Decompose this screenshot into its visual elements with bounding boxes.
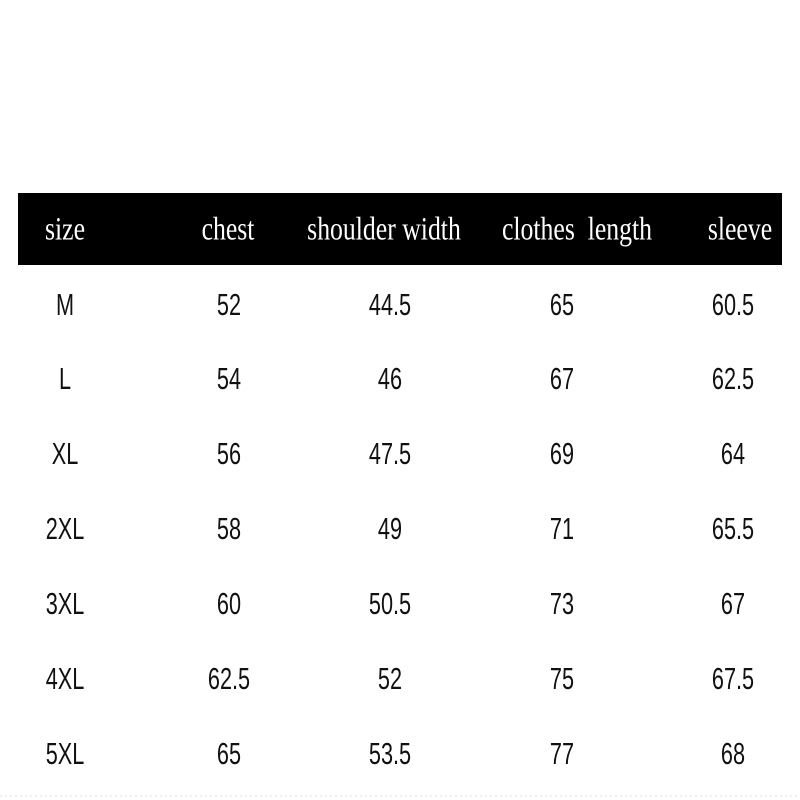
- header-cell: clothes length: [502, 212, 652, 248]
- size-label: M: [56, 287, 74, 322]
- header-cell: shoulder width: [307, 212, 461, 248]
- size-label: 3XL: [46, 586, 85, 621]
- measurement: 71: [550, 511, 574, 546]
- size-label: 4XL: [46, 661, 85, 696]
- measurement: 60.5: [712, 287, 754, 322]
- measurement: 50.5: [369, 586, 411, 621]
- header-cell: sleeve: [708, 212, 772, 248]
- measurement: 56: [217, 436, 241, 471]
- measurement: 52: [378, 661, 402, 696]
- measurement: 54: [217, 361, 241, 396]
- measurement: 65: [217, 736, 241, 771]
- measurement: 53.5: [369, 736, 411, 771]
- measurement: 60: [217, 586, 241, 621]
- measurement: 67.5: [712, 661, 754, 696]
- header-cell: size: [45, 212, 85, 248]
- measurement: 62.5: [208, 661, 250, 696]
- measurement: 49: [378, 511, 402, 546]
- measurement: 67: [550, 361, 574, 396]
- size-label: 2XL: [46, 511, 85, 546]
- measurement: 69: [550, 436, 574, 471]
- measurement: 67: [721, 586, 745, 621]
- header-cell: chest: [202, 212, 256, 248]
- measurement: 58: [217, 511, 241, 546]
- measurement: 73: [550, 586, 574, 621]
- measurement: 52: [217, 287, 241, 322]
- measurement: 46: [378, 361, 402, 396]
- measurement: 75: [550, 661, 574, 696]
- measurement: 62.5: [712, 361, 754, 396]
- measurement: 64: [721, 436, 745, 471]
- measurement: 44.5: [369, 287, 411, 322]
- header-bar: [18, 193, 782, 265]
- size-label: L: [59, 361, 71, 396]
- measurement: 47.5: [369, 436, 411, 471]
- size-label: XL: [52, 436, 79, 471]
- measurement: 68: [721, 736, 745, 771]
- measurement: 65.5: [712, 511, 754, 546]
- measurement: 77: [550, 736, 574, 771]
- size-label: 5XL: [46, 736, 85, 771]
- measurement: 65: [550, 287, 574, 322]
